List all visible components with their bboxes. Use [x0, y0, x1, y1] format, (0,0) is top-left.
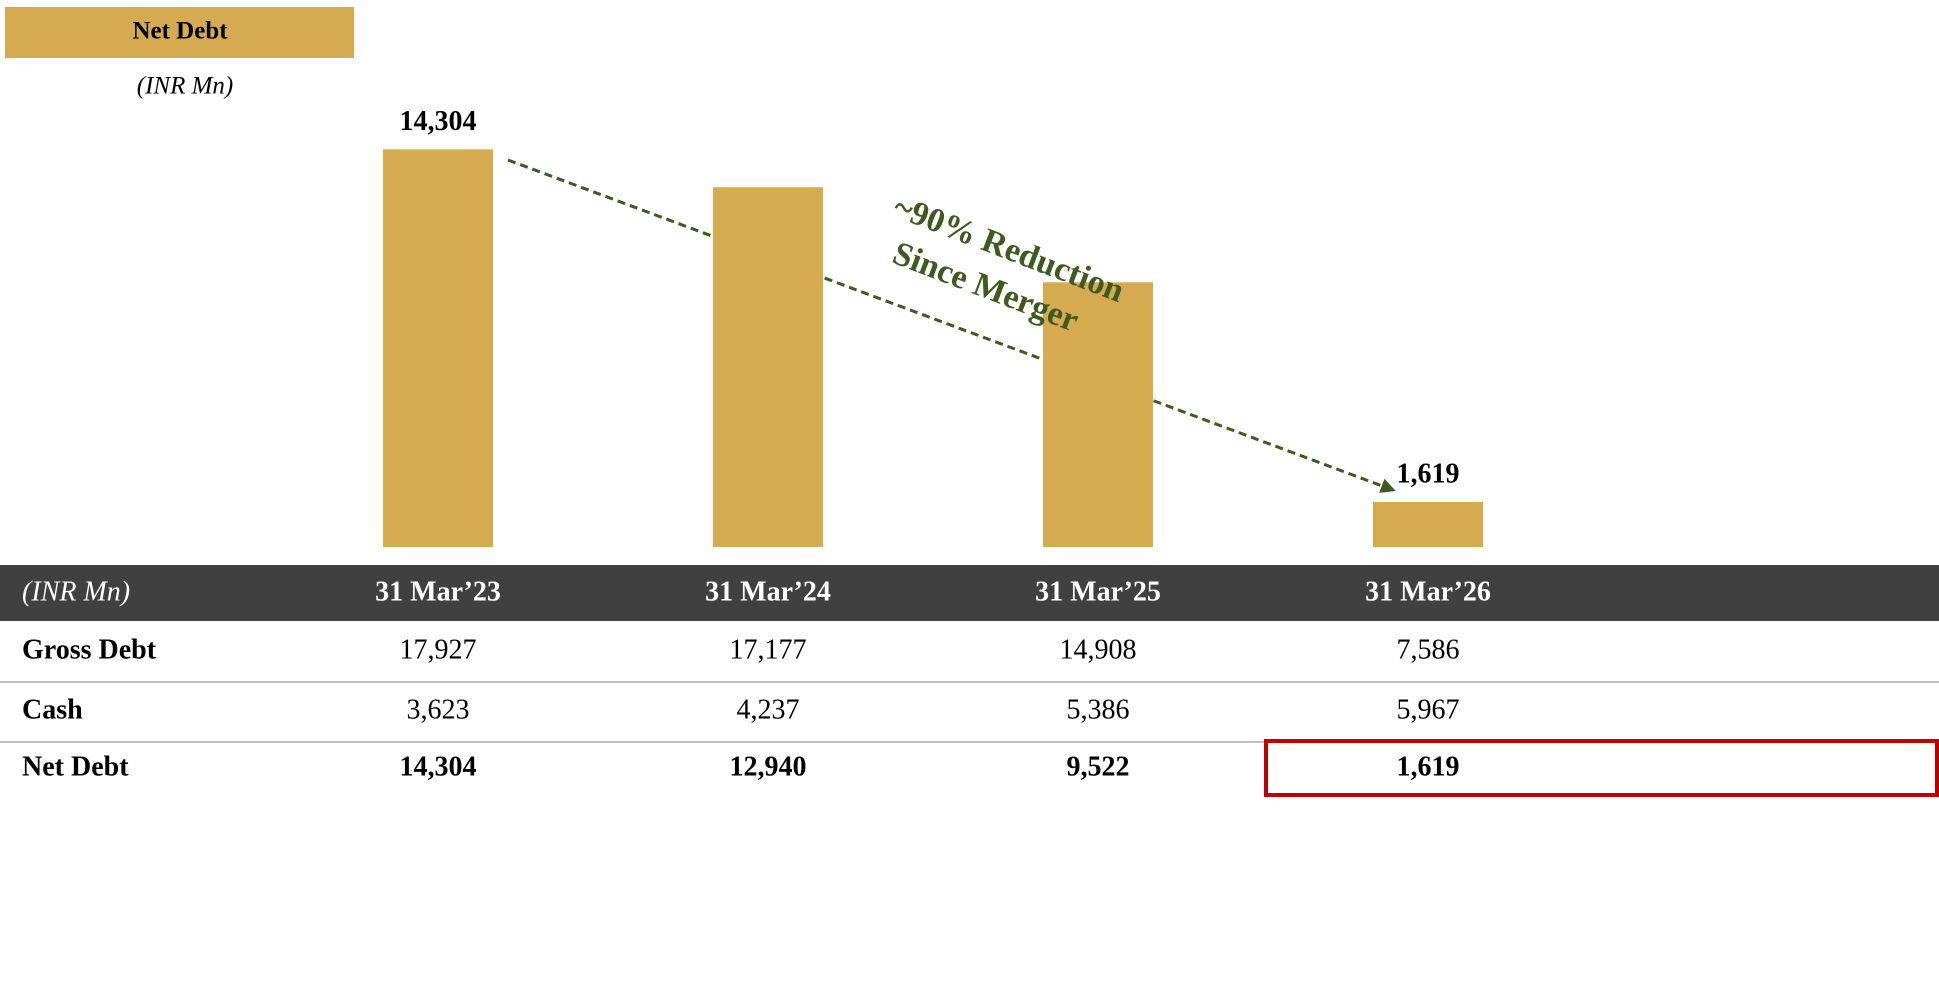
- column-header: 31 Mar’25: [1035, 576, 1161, 607]
- table-cell: 14,908: [1060, 634, 1137, 665]
- table-cell: 3,623: [407, 694, 470, 725]
- chart-title: Net Debt: [132, 18, 228, 45]
- table-header: [0, 565, 1939, 621]
- bar: [1373, 501, 1483, 547]
- value-label: 14,304: [400, 106, 477, 137]
- table-cell: 17,927: [400, 634, 477, 665]
- table-cell: 4,237: [737, 694, 800, 725]
- table-cell: 5,386: [1067, 694, 1130, 725]
- bar: [383, 149, 493, 547]
- table-cell: 17,177: [730, 634, 807, 665]
- table-corner: (INR Mn): [22, 576, 130, 607]
- table-cell: 14,304: [400, 751, 477, 782]
- table-cell: 7,586: [1397, 634, 1460, 665]
- bar: [713, 187, 823, 547]
- table-cell: 9,522: [1067, 751, 1130, 782]
- row-label: Net Debt: [22, 751, 129, 782]
- chart-subtitle: (INR Mn): [137, 73, 234, 100]
- row-label: Cash: [22, 694, 83, 725]
- highlight-box: [1264, 739, 1939, 797]
- column-header: 31 Mar’23: [375, 576, 501, 607]
- title-box: [5, 7, 354, 58]
- value-label: 1,619: [1397, 458, 1460, 489]
- trend-arrow: [507, 158, 1396, 493]
- table-cell: 1,619: [1397, 751, 1460, 782]
- row-label: Gross Debt: [22, 634, 157, 665]
- column-header: 31 Mar’26: [1365, 576, 1491, 607]
- bar: [1043, 282, 1153, 547]
- column-header: 31 Mar’24: [705, 576, 831, 607]
- table-cell: 5,967: [1397, 694, 1460, 725]
- table-cell: 12,940: [730, 751, 807, 782]
